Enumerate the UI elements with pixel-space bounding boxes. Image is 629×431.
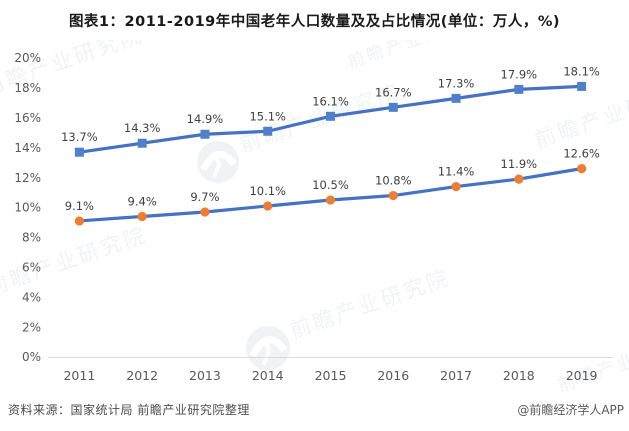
x-tick-label: 2015 <box>315 368 347 383</box>
y-tick-label: 10% <box>14 201 41 215</box>
data-point-label: 12.6% <box>563 147 600 161</box>
data-point-label: 9.4% <box>128 194 157 208</box>
y-tick-label: 12% <box>14 171 41 185</box>
data-point-marker <box>514 174 524 184</box>
data-point-label: 18.1% <box>563 64 600 78</box>
data-point-label: 13.7% <box>61 130 98 144</box>
y-tick-label: 16% <box>14 111 41 125</box>
data-point-marker <box>451 181 461 192</box>
data-point-marker <box>388 102 398 112</box>
data-point-label: 10.8% <box>375 174 412 188</box>
data-point-marker <box>451 93 461 103</box>
watermark-text: 前瞻产业研究院 <box>345 40 484 73</box>
data-point-marker <box>263 126 273 136</box>
x-tick-label: 2012 <box>126 368 158 383</box>
y-tick-label: 2% <box>22 320 41 334</box>
data-point-marker <box>388 190 398 201</box>
x-tick-label: 2017 <box>440 368 472 383</box>
x-tick-label: 2013 <box>189 368 221 383</box>
source-note: 资料来源：国家统计局 前瞻产业研究院整理 <box>8 403 250 417</box>
y-tick-label: 14% <box>14 141 41 155</box>
watermark-text: 前瞻产业研究院 <box>287 265 454 342</box>
y-tick-label: 4% <box>22 290 41 304</box>
data-point-label: 10.5% <box>312 178 349 192</box>
data-point-label: 14.9% <box>187 112 224 126</box>
data-point-label: 14.3% <box>124 121 161 135</box>
watermark-logo-icon <box>246 326 290 370</box>
data-point-label: 11.4% <box>438 165 475 179</box>
data-point-marker <box>514 84 524 94</box>
data-point-label: 10.1% <box>249 184 286 198</box>
data-point-marker <box>74 147 84 157</box>
y-tick-label: 6% <box>22 261 41 275</box>
y-tick-label: 18% <box>14 81 41 95</box>
data-point-label: 15.1% <box>249 109 286 123</box>
data-point-label: 16.1% <box>312 94 349 108</box>
x-tick-label: 2011 <box>63 368 95 383</box>
data-point-marker <box>263 201 273 211</box>
data-point-label: 16.7% <box>375 85 412 99</box>
data-point-label: 9.1% <box>65 199 94 213</box>
data-point-marker <box>200 129 210 139</box>
data-point-marker <box>325 195 336 205</box>
data-point-marker <box>74 216 84 226</box>
line-chart: 前瞻产业研究院 前瞻产业研究院前瞻产业研究院前瞻产业研究院前瞻产业研究院前瞻产业研… <box>0 40 629 397</box>
data-point-marker <box>326 111 335 121</box>
x-tick-label: 2019 <box>566 368 598 383</box>
watermark-logo-icon <box>197 141 239 183</box>
data-point-label: 11.9% <box>501 157 538 171</box>
x-tick-label: 2018 <box>503 368 535 383</box>
data-point-marker <box>577 81 587 91</box>
y-tick-label: 20% <box>14 51 41 65</box>
y-tick-label: 8% <box>22 231 41 245</box>
data-point-marker <box>137 211 147 222</box>
data-point-marker <box>577 164 587 174</box>
watermark-text: 前瞻产业研究院 <box>555 329 629 397</box>
data-point-label: 9.7% <box>190 190 219 204</box>
credit-note: @前瞻经济学人APP <box>517 403 624 417</box>
y-tick-label: 0% <box>22 350 41 364</box>
data-point-marker <box>200 207 210 217</box>
chart-title: 图表1：2011-2019年中国老年人口数量及及占比情况(单位：万人，%) <box>68 14 561 30</box>
data-point-marker <box>137 138 147 148</box>
data-point-label: 17.3% <box>438 76 475 90</box>
x-tick-label: 2014 <box>252 368 284 383</box>
data-point-label: 17.9% <box>501 67 538 81</box>
x-tick-label: 2016 <box>377 368 409 383</box>
